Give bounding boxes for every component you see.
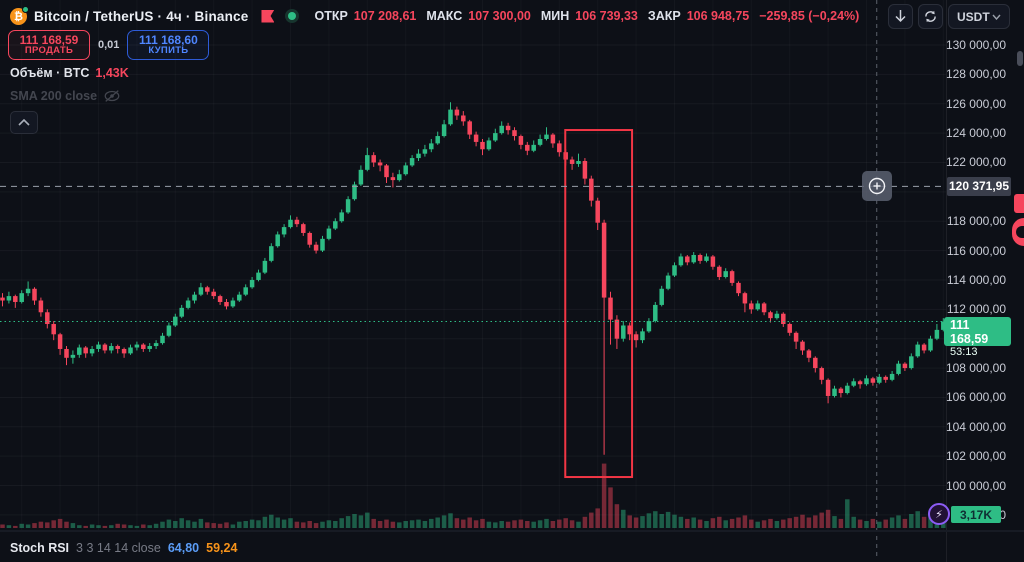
- edge-clipped-red-tag-top[interactable]: [1014, 194, 1024, 213]
- market-status-icon: [285, 9, 300, 23]
- currency-value: USDT: [957, 9, 990, 24]
- symbol-title[interactable]: Bitcoin / TetherUS · 4ч · Binance: [34, 8, 249, 24]
- edge-clipped-red-button[interactable]: [1012, 218, 1024, 246]
- price-tick-label: 124 000,00: [945, 126, 1006, 141]
- price-tick-label: 116 000,00: [946, 243, 1006, 258]
- volume-legend-row[interactable]: Объём · BTC 1,43K: [10, 66, 129, 80]
- sma-legend-row[interactable]: SMA 200 close: [10, 89, 121, 103]
- price-tick-label: 102 000,00: [945, 449, 1006, 464]
- buy-button[interactable]: 111 168,60 КУПИТЬ: [127, 30, 210, 60]
- price-tick-label: 104 000,00: [945, 419, 1006, 434]
- scale-toolbar: USDT: [888, 4, 1010, 29]
- scrollbar-thumb[interactable]: [1017, 51, 1023, 66]
- price-tick-label: 122 000,00: [945, 155, 1006, 170]
- close-label: ЗАКР: [647, 9, 681, 23]
- price-tick-label: 100 000,00: [945, 478, 1006, 493]
- trade-buttons-panel: 111 168,59 ПРОДАТЬ 0,01 111 168,60 КУПИТ…: [8, 30, 210, 60]
- price-tick-label: 108 000,00: [945, 361, 1006, 376]
- buy-price: 111 168,60: [139, 32, 198, 47]
- high-value: 107 300,00: [468, 9, 531, 23]
- change-value: −259,85 (−0,24%): [759, 9, 860, 23]
- circle-plus-icon: [868, 178, 885, 195]
- arrow-down-icon: [895, 10, 906, 23]
- candle-countdown: 53:13: [950, 345, 978, 358]
- sell-price: 111 168,59: [19, 32, 79, 47]
- volume-legend-value: 1,43K: [95, 66, 129, 80]
- chart-legend-header[interactable]: ₿ Bitcoin / TetherUS · 4ч · Binance ОТКР…: [10, 5, 859, 26]
- refresh-icon: [925, 10, 936, 23]
- sell-label: ПРОДАТЬ: [24, 45, 74, 57]
- ohlc-values: ОТКР 107 208,61 МАКС 107 300,00 МИН 106 …: [314, 9, 859, 23]
- spread-value: 0,01: [98, 39, 120, 51]
- pane-separator[interactable]: [0, 530, 1024, 532]
- price-tick-label: 112 000,00: [946, 302, 1006, 317]
- stoch-rsi-params: 3 3 14 14 close: [76, 541, 161, 555]
- lightning-icon[interactable]: ⚡: [928, 503, 950, 525]
- crosshair-price-label: 120 371,95: [947, 176, 1011, 196]
- stoch-rsi-legend-row[interactable]: Stoch RSI 3 3 14 14 close 64,80 59,24: [10, 541, 237, 555]
- open-label: ОТКР: [314, 9, 348, 23]
- price-tick-label: 106 000,00: [945, 390, 1006, 405]
- price-chart-canvas[interactable]: [0, 0, 946, 562]
- flag-icon[interactable]: [261, 9, 275, 23]
- last-price-value: 111 168,59: [950, 317, 989, 346]
- stoch-rsi-title: Stoch RSI: [10, 541, 70, 555]
- open-value: 107 208,61: [353, 9, 417, 23]
- volume-scale-badge: 3,17K: [951, 506, 1001, 523]
- low-value: 106 739,33: [575, 9, 638, 23]
- visibility-off-icon[interactable]: [103, 89, 121, 103]
- crosshair-plus-button[interactable]: [861, 171, 892, 202]
- close-value: 106 948,75: [686, 9, 750, 23]
- stoch-d-value: 59,24: [206, 541, 238, 555]
- low-label: МИН: [540, 9, 570, 23]
- scroll-to-price-button[interactable]: [888, 4, 913, 29]
- buy-label: КУПИТЬ: [148, 45, 189, 57]
- price-tick-label: 118 000,00: [946, 214, 1006, 229]
- sell-button[interactable]: 111 168,59 ПРОДАТЬ: [8, 30, 90, 60]
- chevron-up-icon: [18, 119, 30, 126]
- stoch-k-value: 64,80: [167, 541, 200, 555]
- collapse-legend-button[interactable]: [10, 111, 38, 134]
- price-tick-label: 130 000,00: [945, 38, 1006, 52]
- price-tick-label: 114 000,00: [946, 272, 1006, 287]
- auto-scale-button[interactable]: [918, 4, 943, 29]
- volume-legend-label: Объём · BTC: [10, 66, 90, 80]
- price-tick-label: 126 000,00: [945, 96, 1006, 111]
- sma-legend-label: SMA 200 close: [10, 89, 98, 103]
- last-price-label: 111 168,59 53:13: [944, 316, 1011, 358]
- price-tick-label: 128 000,00: [945, 67, 1006, 82]
- price-scale-border: [946, 0, 947, 562]
- high-label: МАКС: [426, 9, 463, 23]
- currency-dropdown[interactable]: USDT: [948, 4, 1010, 29]
- bitcoin-logo-icon: ₿: [10, 5, 29, 25]
- chevron-down-icon: [992, 14, 1001, 20]
